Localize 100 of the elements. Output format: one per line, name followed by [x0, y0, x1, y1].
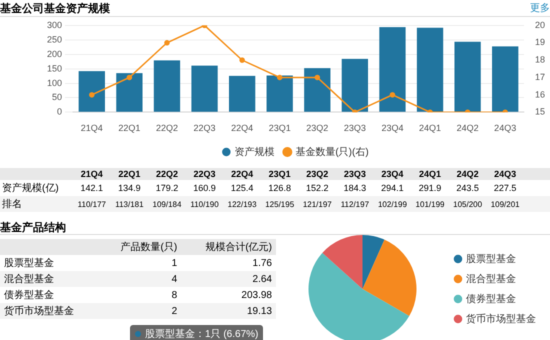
category-label: 23Q3 — [344, 169, 366, 179]
x-tick-label: 21Q4 — [80, 123, 103, 134]
text: 110/190 — [189, 198, 220, 210]
category-label: 混合型基金 — [4, 274, 54, 285]
data-label: 4 — [170, 272, 178, 286]
category-label: 股票型基金 — [4, 258, 54, 269]
bar — [304, 68, 330, 112]
point — [276, 74, 282, 80]
text: 101/199 — [414, 198, 446, 210]
y-tick-label: 100 — [46, 78, 62, 88]
x-tick-label: 24Q3 — [494, 123, 516, 134]
category-label: 22Q3 — [194, 169, 216, 179]
bar — [154, 60, 180, 112]
category-label: 货币市场型基金 — [4, 306, 74, 317]
legend-label: 混合型基金 — [466, 272, 516, 285]
text: 排名 — [1, 198, 23, 212]
category-label: 24Q1 — [418, 169, 442, 179]
category-label: 23Q4 — [381, 169, 404, 179]
text: 110/177 — [76, 198, 107, 210]
text: 资产规模(亿) — [1, 182, 60, 196]
category-label: 24Q3 — [494, 169, 516, 179]
text: 基金产品结构 — [0, 222, 66, 234]
point — [126, 74, 132, 80]
category-label: 23Q1 — [268, 169, 291, 179]
text: 109/184 — [152, 198, 182, 210]
point — [390, 92, 396, 98]
y2-tick-label: 17 — [534, 72, 546, 82]
text: 产品数量(只) — [120, 240, 178, 255]
chart-title: 基金公司基金资产规模 — [0, 2, 110, 16]
text: 1.76 — [252, 256, 273, 270]
text: 102/199 — [376, 198, 408, 210]
x-tick-label: 24Q2 — [456, 123, 479, 134]
text: 125/195 — [264, 198, 296, 210]
data-label: 2 — [170, 304, 178, 318]
x-tick-label: 22Q4 — [231, 123, 254, 134]
x-tick-label: 22Q2 — [156, 123, 178, 134]
data-label: 243.5 — [455, 182, 480, 195]
x-tick-label: 22Q1 — [118, 123, 140, 134]
y2-tick-label: 15 — [534, 106, 546, 117]
data-label: 179.2 — [154, 182, 180, 195]
text: 121/197 — [302, 198, 333, 210]
category-label: 24Q2 — [456, 169, 479, 179]
bar — [191, 66, 218, 112]
data-label: 160.9 — [192, 182, 217, 195]
category-label: 22Q4 — [231, 169, 254, 179]
text: 2.64 — [252, 272, 273, 286]
x-tick-label: 22Q3 — [194, 123, 216, 134]
data-label: 126.8 — [267, 182, 292, 195]
bar — [116, 73, 143, 112]
point — [89, 92, 95, 98]
data-label: 294.1 — [380, 182, 405, 195]
data-label: 184.3 — [342, 182, 368, 195]
y2-tick-label: 16 — [534, 89, 546, 100]
legend-label: 基金数量(只)(右) — [295, 146, 369, 158]
data-label: 125.4 — [230, 182, 254, 195]
text: 112/197 — [340, 198, 370, 210]
text: 105/200 — [452, 198, 484, 210]
bar — [454, 42, 481, 112]
text: 109/201 — [490, 198, 521, 210]
bar — [78, 71, 105, 112]
legend-label: 债券型基金 — [466, 292, 516, 305]
y2-tick-label: 19 — [534, 37, 546, 48]
text: 203.98 — [240, 288, 273, 302]
data-label: 291.9 — [418, 182, 442, 195]
y-tick-label: 0 — [57, 106, 62, 117]
point — [239, 57, 245, 63]
y-tick-label: 200 — [46, 48, 62, 59]
category-label: 22Q1 — [118, 169, 140, 179]
legend-label: 货币市场型基金 — [466, 312, 536, 325]
text: 122/193 — [226, 198, 258, 210]
category-label: 23Q2 — [306, 169, 328, 179]
x-tick-label: 23Q3 — [344, 123, 366, 134]
legend-label: 资产规模 — [234, 146, 274, 158]
text: 19.13 — [246, 304, 273, 318]
bar — [342, 58, 368, 112]
text: 股票型基金：1只 (6.67%) — [145, 328, 258, 340]
y2-tick-label: 18 — [534, 54, 546, 65]
x-tick-label: 23Q2 — [306, 123, 328, 134]
x-tick-label: 23Q1 — [268, 123, 291, 134]
text: 规模合计(亿元) — [204, 240, 273, 255]
data-label: 1 — [170, 256, 178, 270]
data-label: 8 — [170, 288, 178, 302]
category-label: 21Q4 — [80, 169, 103, 179]
bar — [416, 28, 444, 112]
data-label: 142.1 — [80, 182, 104, 195]
point — [314, 74, 320, 80]
point — [164, 40, 170, 46]
x-tick-label: 23Q4 — [381, 123, 404, 134]
x-tick-label: 24Q1 — [419, 123, 442, 134]
category-label: 22Q2 — [156, 169, 178, 179]
category-label: 债券型基金 — [4, 290, 54, 301]
legend-label: 股票型基金 — [466, 252, 516, 265]
text: 113/181 — [114, 198, 145, 210]
y-tick-label: 250 — [46, 34, 62, 44]
data-label: 227.5 — [492, 182, 518, 195]
text: 更多 — [530, 2, 550, 15]
y-tick-label: 300 — [46, 20, 62, 30]
bar — [266, 76, 293, 112]
bar — [492, 46, 518, 112]
y-tick-label: 50 — [52, 92, 62, 102]
